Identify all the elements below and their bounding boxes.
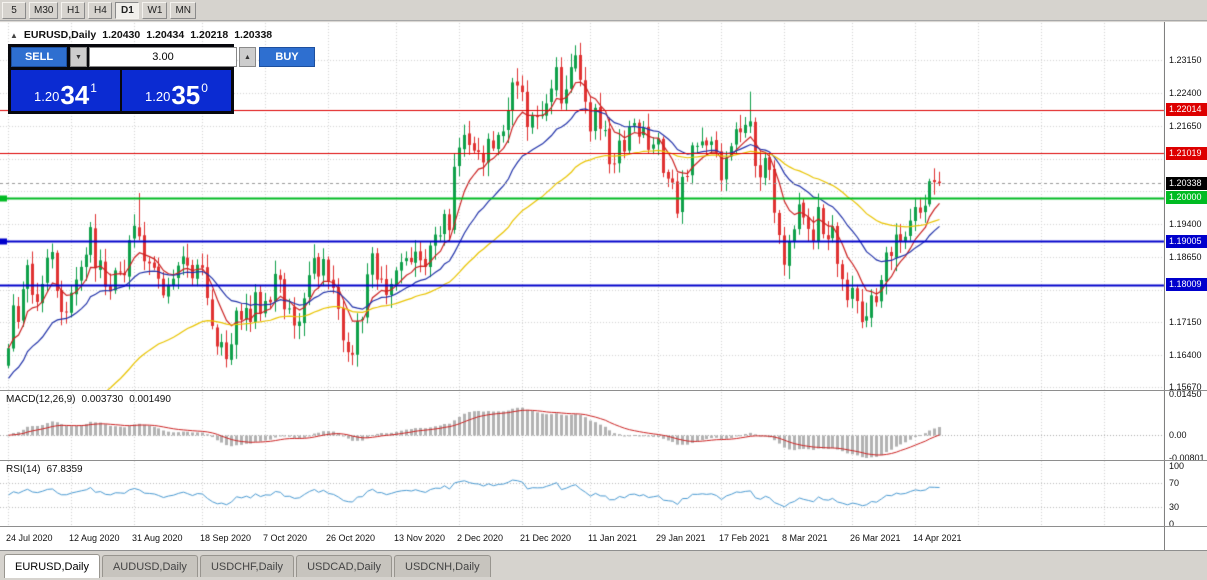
rsi-value: 67.8359 bbox=[46, 464, 83, 475]
chart-title-open: 1.20430 bbox=[102, 29, 141, 41]
price-axis[interactable]: 1.23150 1.22400 1.21650 1.19400 1.18650 1.171… bbox=[1164, 22, 1207, 550]
chart-tabs-bar: EURUSD,Daily AUDUSD,Daily USDCHF,Daily USDC… bbox=[0, 551, 1207, 580]
rsi-axis-label: 100 bbox=[1169, 461, 1185, 471]
rsi-label: RSI(14) 67.8359 bbox=[6, 464, 83, 475]
chart-title-symbol: EURUSD,Daily bbox=[23, 29, 97, 41]
chart-tab-eurusd-daily[interactable]: EURUSD,Daily bbox=[4, 554, 100, 578]
pane-divider-rsi[interactable] bbox=[0, 460, 1207, 461]
price-level-badge: 1.19005 bbox=[1166, 235, 1207, 248]
price-tick-label: 1.15670 bbox=[1169, 382, 1202, 393]
rsi-axis-label: 70 bbox=[1169, 478, 1180, 489]
price-tick-label: 1.18650 bbox=[1169, 251, 1202, 262]
chart-tab-usdcnh-daily[interactable]: USDCNH,Daily bbox=[394, 555, 491, 577]
time-axis[interactable]: 24 Jul 2020 12 Aug 2020 31 Aug 2020 18 Sep … bbox=[0, 526, 1164, 550]
timeframe-button-w1[interactable]: W1 bbox=[142, 1, 168, 19]
timeframe-button-5[interactable]: 5 bbox=[2, 1, 26, 19]
sell-price-sup: 1 bbox=[90, 81, 97, 95]
date-label: 31 Aug 2020 bbox=[132, 533, 183, 543]
date-label: 26 Oct 2020 bbox=[326, 533, 376, 543]
timeframe-button-d1[interactable]: D1 bbox=[115, 1, 140, 19]
price-level-badge: 1.22014 bbox=[1166, 103, 1207, 116]
pane-divider-tabbar bbox=[0, 550, 1207, 551]
timeframe-toolbar: 5 M30 H1 H4 D1 W1 MN bbox=[0, 0, 1207, 21]
date-label: 12 Aug 2020 bbox=[69, 533, 120, 543]
rsi-name: RSI(14) bbox=[6, 464, 41, 475]
volume-input[interactable] bbox=[89, 47, 237, 67]
price-tick-label: 1.17150 bbox=[1169, 317, 1202, 328]
buy-price-display[interactable]: 1.20 35 0 bbox=[122, 70, 231, 111]
chart-title-close: 1.20338 bbox=[234, 29, 273, 41]
macd-axis-label: 0.01450 bbox=[1169, 389, 1202, 399]
macd-value-main: 0.003730 bbox=[81, 394, 124, 405]
sell-price-big: 34 bbox=[60, 80, 90, 110]
macd-name: MACD(12,26,9) bbox=[6, 394, 76, 405]
volume-increase-button[interactable]: ▲ bbox=[239, 47, 256, 67]
one-click-trade-panel: SELL ▼ ▲ BUY 1.20 34 1 1.20 35 0 bbox=[8, 44, 315, 114]
date-label: 8 Mar 2021 bbox=[782, 533, 828, 543]
volume-control: ▼ ▲ bbox=[70, 47, 256, 67]
price-level-badge: 1.21019 bbox=[1166, 147, 1207, 160]
price-level-badge: 1.18009 bbox=[1166, 278, 1207, 291]
timeframe-button-h4[interactable]: H4 bbox=[88, 1, 113, 19]
date-label: 13 Nov 2020 bbox=[394, 533, 446, 543]
macd-label: MACD(12,26,9) 0.003730 0.001490 bbox=[6, 394, 171, 405]
price-level-badge: 1.20000 bbox=[1166, 191, 1207, 204]
sell-price-prefix: 1.20 bbox=[34, 89, 60, 104]
price-tick-label: 1.19400 bbox=[1169, 219, 1202, 230]
timeframe-button-h1[interactable]: H1 bbox=[61, 1, 86, 19]
rsi-axis-label: 0 bbox=[1169, 519, 1175, 529]
date-label: 14 Apr 2021 bbox=[913, 533, 962, 543]
date-label: 7 Oct 2020 bbox=[263, 533, 308, 543]
macd-axis-label: 0.00 bbox=[1169, 430, 1187, 441]
sell-button[interactable]: SELL bbox=[11, 47, 67, 67]
date-label: 21 Dec 2020 bbox=[520, 533, 572, 543]
price-tick-label: 1.23150 bbox=[1169, 55, 1202, 66]
timeframe-button-m30[interactable]: M30 bbox=[29, 1, 59, 19]
macd-axis-label: -0.00801 bbox=[1169, 453, 1205, 463]
buy-price-prefix: 1.20 bbox=[145, 89, 171, 104]
chart-header: ▲ EURUSD,Daily 1.20430 1.20434 1.20218 1… bbox=[10, 29, 272, 41]
price-tick-label: 1.22400 bbox=[1169, 87, 1202, 98]
chart-title-high: 1.20434 bbox=[146, 29, 185, 41]
chart-title-low: 1.20218 bbox=[190, 29, 229, 41]
sell-price-display[interactable]: 1.20 34 1 bbox=[11, 70, 120, 111]
date-label: 17 Feb 2021 bbox=[719, 533, 770, 543]
trade-panel-collapse-icon[interactable]: ▲ bbox=[10, 30, 18, 40]
date-label: 11 Jan 2021 bbox=[588, 533, 637, 543]
buy-price-sup: 0 bbox=[201, 81, 208, 95]
timeframe-button-mn[interactable]: MN bbox=[170, 1, 197, 19]
buy-price-big: 35 bbox=[171, 80, 201, 110]
price-level-badge: 1.20338 bbox=[1166, 177, 1207, 190]
chart-tab-usdcad-daily[interactable]: USDCAD,Daily bbox=[296, 555, 393, 577]
rsi-axis-label: 30 bbox=[1169, 501, 1180, 512]
chart-tab-audusd-daily[interactable]: AUDUSD,Daily bbox=[101, 555, 198, 577]
date-label: 29 Jan 2021 bbox=[656, 533, 706, 543]
volume-decrease-button[interactable]: ▼ bbox=[70, 47, 87, 67]
date-label: 18 Sep 2020 bbox=[200, 533, 252, 543]
date-label: 2 Dec 2020 bbox=[457, 533, 504, 543]
price-tick-label: 1.21650 bbox=[1169, 120, 1202, 131]
buy-button[interactable]: BUY bbox=[259, 47, 315, 67]
price-tick-label: 1.16400 bbox=[1169, 350, 1202, 361]
macd-value-signal: 0.001490 bbox=[129, 394, 171, 405]
pane-divider-timeaxis bbox=[0, 526, 1207, 527]
pane-divider-macd[interactable] bbox=[0, 390, 1207, 391]
date-label: 24 Jul 2020 bbox=[6, 533, 53, 543]
date-label: 26 Mar 2021 bbox=[850, 533, 901, 543]
chart-tab-usdchf-daily[interactable]: USDCHF,Daily bbox=[199, 555, 295, 577]
